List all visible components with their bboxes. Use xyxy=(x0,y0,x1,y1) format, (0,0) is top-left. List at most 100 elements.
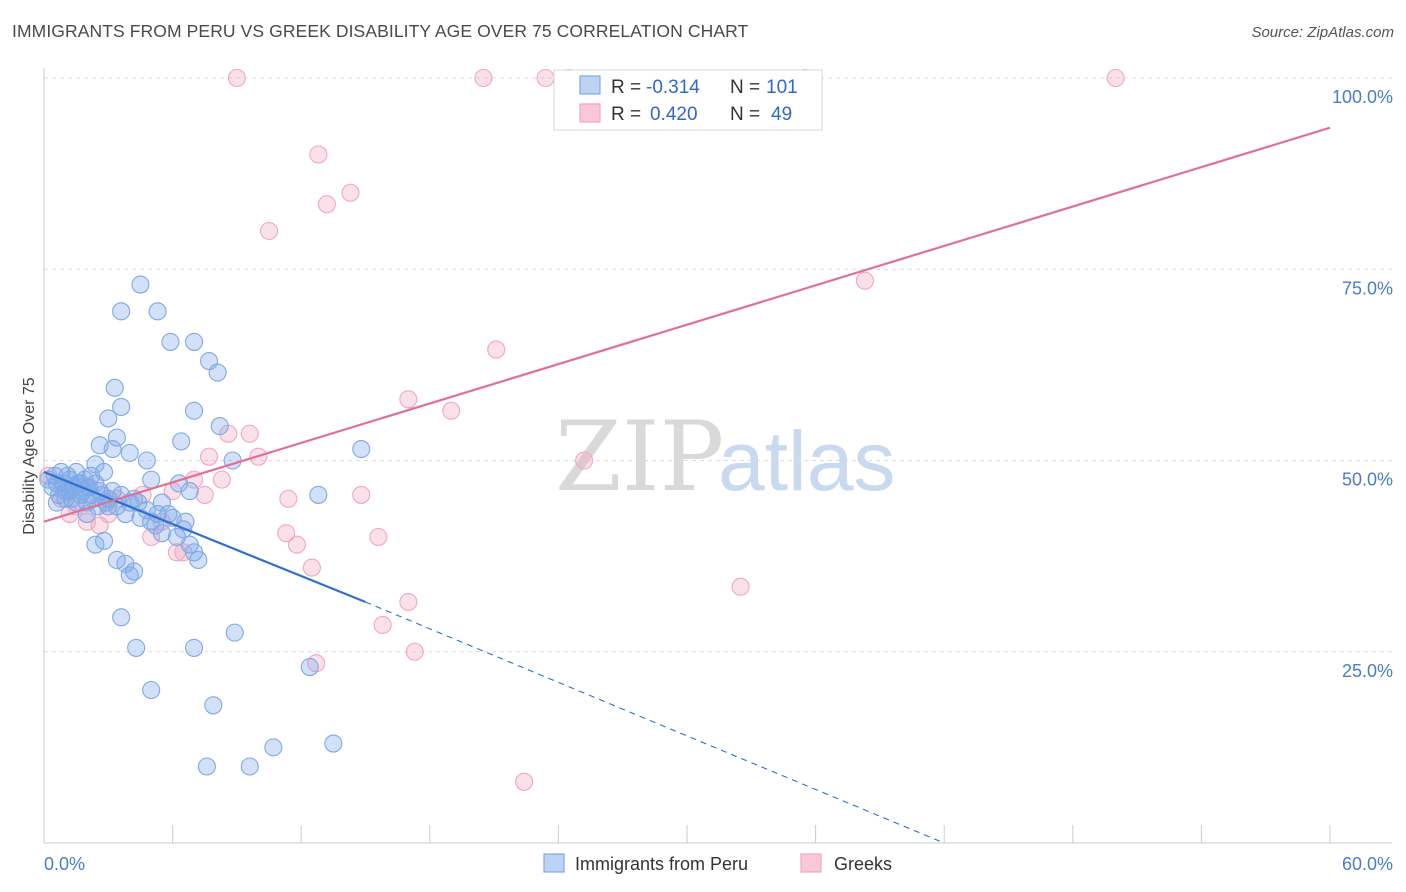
greeks-point-27 xyxy=(442,401,461,420)
bottom-legend: Immigrants from Peru Greeks xyxy=(543,853,892,874)
greeks-point-23 xyxy=(373,615,392,635)
peru-point-63 xyxy=(184,332,204,351)
peru-point-77 xyxy=(225,623,244,642)
greeks-point-28 xyxy=(487,340,506,359)
greeks-point-29 xyxy=(575,451,594,470)
greeks-trend-line xyxy=(43,126,1331,523)
peru-point-46 xyxy=(86,455,105,474)
greeks-point-40 xyxy=(536,68,555,88)
greeks-point-31 xyxy=(855,271,874,290)
peru-point-81 xyxy=(264,738,283,757)
y-tick-label-100: 100.0% xyxy=(1332,87,1393,107)
peru-point-80 xyxy=(300,657,319,677)
greeks-point-45 xyxy=(142,527,161,547)
greeks-point-15 xyxy=(240,424,259,443)
peru-point-68 xyxy=(86,535,105,554)
peru-point-48 xyxy=(103,439,122,459)
peru-point-83 xyxy=(197,757,216,776)
peru-point-65 xyxy=(148,302,167,321)
peru-point-76 xyxy=(184,638,204,657)
peru-point-94 xyxy=(47,493,66,512)
y-tick-label-75: 75.0% xyxy=(1342,278,1393,298)
bottom-legend-label-peru: Immigrants from Peru xyxy=(575,854,748,874)
legend-n-label-1: N = xyxy=(730,77,760,98)
legend-r-label-1: R = xyxy=(611,77,641,98)
peru-trend-line xyxy=(43,470,366,604)
peru-point-38 xyxy=(152,524,171,543)
legend-swatch-peru xyxy=(579,75,601,95)
greeks-point-24 xyxy=(399,592,418,612)
greeks-point-35 xyxy=(309,145,328,164)
bottom-legend-swatch-greeks xyxy=(800,853,822,873)
bottom-legend-label-greeks: Greeks xyxy=(834,854,892,874)
peru-point-84 xyxy=(240,757,259,776)
greeks-point-38 xyxy=(227,68,246,88)
legend-r-value-1: -0.314 xyxy=(646,77,700,98)
peru-trend-extension xyxy=(365,601,945,844)
greeks-point-17 xyxy=(279,489,298,508)
x-tick-labels: 0.0% 60.0% xyxy=(44,854,1393,874)
peru-point-56 xyxy=(184,401,204,420)
greeks-point-11 xyxy=(195,485,214,504)
x-tick-min: 0.0% xyxy=(44,854,85,874)
legend-n-label-2: N = xyxy=(730,104,760,125)
trend-lines xyxy=(43,126,1331,844)
watermark-zip: ZIP xyxy=(555,401,724,513)
peru-point-51 xyxy=(172,432,191,451)
axes xyxy=(43,68,1392,844)
peru-point-61 xyxy=(208,363,227,382)
peru-point-79 xyxy=(204,696,223,715)
y-axis-title: Disability Age Over 75 xyxy=(21,377,38,535)
greeks-point-39 xyxy=(474,68,493,88)
data-points xyxy=(39,68,1125,791)
peru-point-70 xyxy=(107,550,126,570)
greeks-point-37 xyxy=(341,183,360,202)
greeks-point-30 xyxy=(731,577,750,596)
greeks-point-21 xyxy=(352,485,371,504)
greeks-point-33 xyxy=(515,772,534,791)
legend-box: R = -0.314 N = 101 R = 0.420 N = 49 xyxy=(553,69,823,131)
y-tick-label-50: 50.0% xyxy=(1342,470,1393,490)
greeks-point-18 xyxy=(277,524,296,543)
peru-point-45 xyxy=(189,550,208,570)
greeks-point-20 xyxy=(302,558,321,577)
peru-point-87 xyxy=(180,482,199,501)
chart-title: IMMIGRANTS FROM PERU VS GREEK DISABILITY… xyxy=(12,21,749,41)
greeks-point-9 xyxy=(174,543,193,562)
legend-r-value-2: 0.420 xyxy=(650,104,698,125)
greeks-point-13 xyxy=(212,470,231,489)
peru-point-69 xyxy=(94,531,114,550)
peru-point-57 xyxy=(210,417,229,436)
peru-point-88 xyxy=(152,493,171,512)
greeks-point-26 xyxy=(399,390,418,409)
legend-n-value-1: 101 xyxy=(766,77,798,98)
y-tick-labels: 25.0% 50.0% 75.0% 100.0% xyxy=(1332,87,1393,681)
peru-point-53 xyxy=(352,439,371,459)
greeks-point-25 xyxy=(405,642,424,661)
greeks-point-22 xyxy=(369,527,388,547)
source-label: Source: ZipAtlas.com xyxy=(1251,24,1394,41)
peru-point-62 xyxy=(161,332,180,351)
greeks-point-12 xyxy=(199,447,219,466)
x-tick-max: 60.0% xyxy=(1342,854,1393,874)
peru-point-73 xyxy=(124,562,144,581)
peru-point-85 xyxy=(309,485,328,504)
watermark: ZIP atlas xyxy=(555,401,895,513)
peru-point-55 xyxy=(99,409,118,428)
peru-point-54 xyxy=(107,428,126,447)
peru-point-78 xyxy=(142,680,161,700)
peru-point-64 xyxy=(112,302,131,321)
legend-swatch-greeks xyxy=(579,103,601,123)
peru-point-82 xyxy=(324,734,343,753)
legend-n-value-2: 49 xyxy=(771,104,792,125)
peru-point-75 xyxy=(127,638,146,657)
greeks-point-19 xyxy=(287,535,306,554)
y-tick-label-25: 25.0% xyxy=(1342,661,1393,681)
gridlines xyxy=(44,77,1392,653)
peru-point-49 xyxy=(120,443,139,462)
greeks-point-34 xyxy=(259,221,279,241)
greeks-point-43 xyxy=(1106,68,1125,88)
peru-point-50 xyxy=(137,451,156,470)
bottom-legend-swatch-peru xyxy=(543,853,565,873)
